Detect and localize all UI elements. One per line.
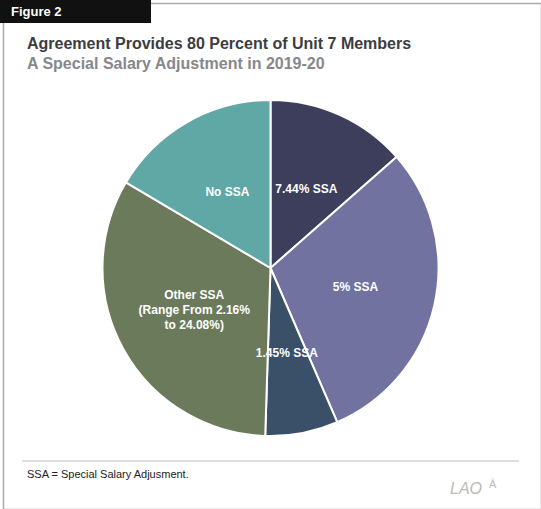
svg-text:SSA = Special Salary Adjusment: SSA = Special Salary Adjusment. bbox=[27, 468, 189, 480]
svg-text:Figure 2: Figure 2 bbox=[11, 4, 62, 19]
svg-text:to 24.08%): to 24.08%) bbox=[165, 318, 224, 332]
svg-text:5% SSA: 5% SSA bbox=[333, 280, 379, 294]
svg-text:LAO: LAO bbox=[450, 480, 482, 497]
svg-text:1.45% SSA: 1.45% SSA bbox=[256, 346, 318, 360]
svg-text:Agreement Provides 80 Percent: Agreement Provides 80 Percent of Unit 7 … bbox=[27, 35, 411, 52]
svg-text:No SSA: No SSA bbox=[205, 185, 249, 199]
svg-text:(Range From 2.16%: (Range From 2.16% bbox=[139, 303, 251, 317]
svg-text:A Special Salary Adjustment in: A Special Salary Adjustment in 2019-20 bbox=[27, 55, 325, 72]
svg-text:Other SSA: Other SSA bbox=[164, 288, 224, 302]
svg-text:Â: Â bbox=[489, 478, 497, 490]
svg-text:7.44% SSA: 7.44% SSA bbox=[275, 182, 337, 196]
